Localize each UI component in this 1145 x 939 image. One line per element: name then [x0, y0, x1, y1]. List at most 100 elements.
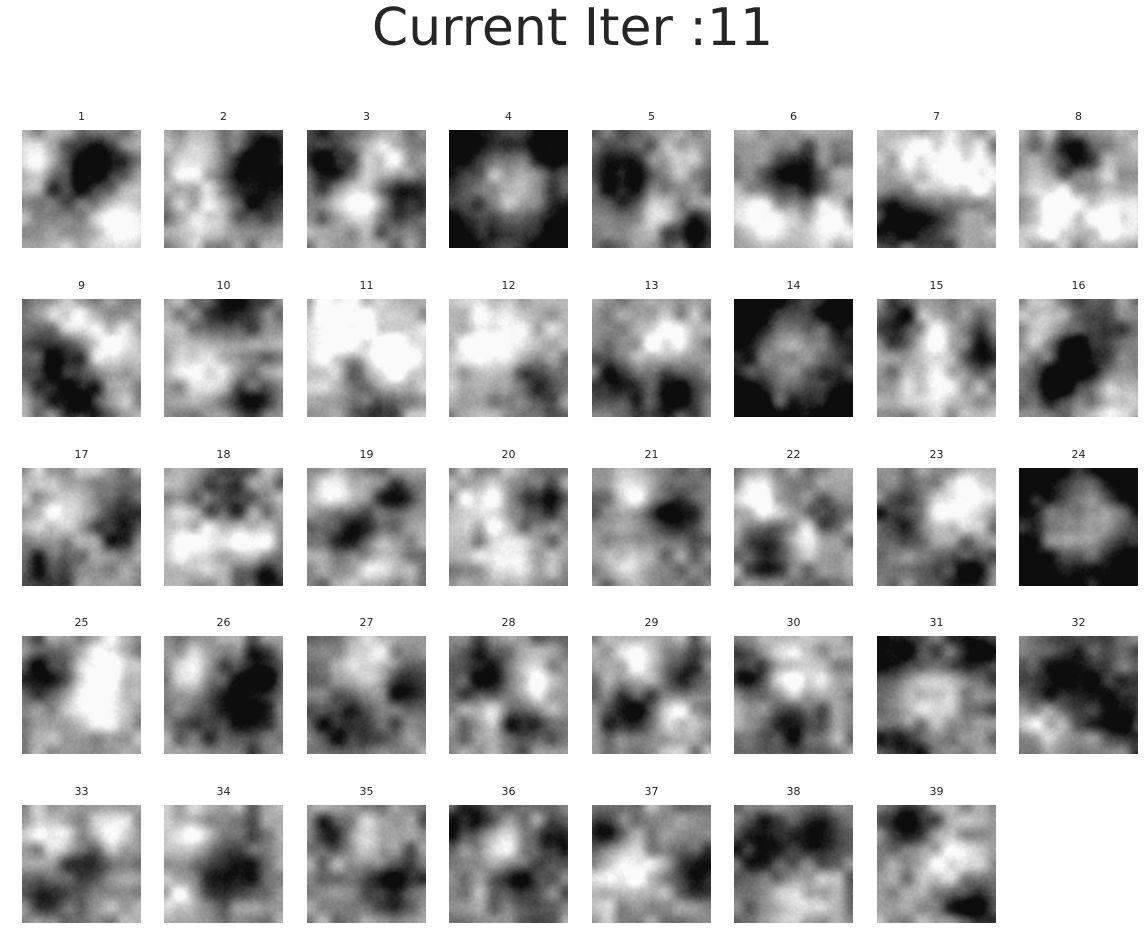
filter-image — [449, 468, 568, 586]
filter-image — [449, 299, 568, 417]
filter-label: 31 — [929, 616, 944, 629]
filter-image — [164, 130, 283, 248]
filter-cell: 32 — [1019, 616, 1138, 754]
filter-cell: 2 — [164, 110, 283, 248]
filter-cell: 24 — [1019, 448, 1138, 586]
filter-label: 30 — [786, 616, 801, 629]
filter-image — [164, 636, 283, 754]
filter-label: 8 — [1075, 110, 1082, 123]
filter-cell: 23 — [877, 448, 996, 586]
filter-label: 34 — [216, 785, 231, 798]
filter-label: 12 — [501, 279, 516, 292]
filter-image — [592, 805, 711, 923]
filter-label: 25 — [74, 616, 89, 629]
filter-image — [22, 636, 141, 754]
filter-cell: 39 — [877, 785, 996, 923]
filter-cell: 9 — [22, 279, 141, 417]
filter-image — [307, 130, 426, 248]
filter-label: 35 — [359, 785, 374, 798]
filter-image — [592, 130, 711, 248]
filter-cell: 11 — [307, 279, 426, 417]
filter-image — [307, 468, 426, 586]
filter-image — [877, 299, 996, 417]
filter-cell: 28 — [449, 616, 568, 754]
filter-image — [307, 805, 426, 923]
filter-label: 21 — [644, 448, 659, 461]
filter-label: 29 — [644, 616, 659, 629]
filter-cell: 22 — [734, 448, 853, 586]
filter-label: 7 — [933, 110, 940, 123]
filter-label: 11 — [359, 279, 374, 292]
filter-cell: 29 — [592, 616, 711, 754]
filter-label: 13 — [644, 279, 659, 292]
filter-cell: 6 — [734, 110, 853, 248]
filter-label: 17 — [74, 448, 89, 461]
filter-label: 24 — [1071, 448, 1086, 461]
filter-image — [877, 636, 996, 754]
filter-image — [1019, 468, 1138, 586]
filter-image — [592, 299, 711, 417]
filter-cell: 3 — [307, 110, 426, 248]
filter-label: 32 — [1071, 616, 1086, 629]
filter-label: 15 — [929, 279, 944, 292]
filter-label: 36 — [501, 785, 516, 798]
filter-image — [1019, 636, 1138, 754]
filter-image — [164, 299, 283, 417]
filter-cell: 8 — [1019, 110, 1138, 248]
filter-image — [1019, 299, 1138, 417]
filter-image — [449, 805, 568, 923]
filter-image — [734, 468, 853, 586]
filter-cell: 21 — [592, 448, 711, 586]
filter-label: 38 — [786, 785, 801, 798]
filter-label: 1 — [78, 110, 85, 123]
filter-cell: 7 — [877, 110, 996, 248]
filter-label: 19 — [359, 448, 374, 461]
filter-label: 3 — [363, 110, 370, 123]
filter-cell: 16 — [1019, 279, 1138, 417]
filter-image — [307, 299, 426, 417]
filter-image — [22, 468, 141, 586]
filter-image — [734, 130, 853, 248]
filter-label: 4 — [505, 110, 512, 123]
filter-image — [449, 636, 568, 754]
filter-cell: 38 — [734, 785, 853, 923]
filter-label: 39 — [929, 785, 944, 798]
filter-label: 2 — [220, 110, 227, 123]
filter-image — [877, 468, 996, 586]
filter-cell: 37 — [592, 785, 711, 923]
filter-cell: 27 — [307, 616, 426, 754]
filter-image — [877, 130, 996, 248]
filter-cell: 18 — [164, 448, 283, 586]
page-title: Current Iter :11 — [371, 0, 774, 58]
filter-label: 27 — [359, 616, 374, 629]
filter-image — [307, 636, 426, 754]
filter-image — [1019, 130, 1138, 248]
filter-image — [734, 636, 853, 754]
filter-cell: 36 — [449, 785, 568, 923]
filter-cell: 13 — [592, 279, 711, 417]
filter-label: 9 — [78, 279, 85, 292]
filter-label: 37 — [644, 785, 659, 798]
filter-label: 6 — [790, 110, 797, 123]
filter-cell: 34 — [164, 785, 283, 923]
filter-image — [734, 805, 853, 923]
filter-cell: 17 — [22, 448, 141, 586]
filter-label: 22 — [786, 448, 801, 461]
filter-label: 14 — [786, 279, 801, 292]
filter-cell: 15 — [877, 279, 996, 417]
filter-label: 10 — [216, 279, 231, 292]
filter-image — [164, 468, 283, 586]
filter-image — [22, 805, 141, 923]
filter-cell: 30 — [734, 616, 853, 754]
filter-cell: 12 — [449, 279, 568, 417]
filter-image — [734, 299, 853, 417]
filter-cell: 4 — [449, 110, 568, 248]
filter-cell: 5 — [592, 110, 711, 248]
filter-image — [592, 636, 711, 754]
filter-label: 26 — [216, 616, 231, 629]
filter-image — [22, 130, 141, 248]
filter-cell: 35 — [307, 785, 426, 923]
filter-image — [449, 130, 568, 248]
filter-label: 18 — [216, 448, 231, 461]
